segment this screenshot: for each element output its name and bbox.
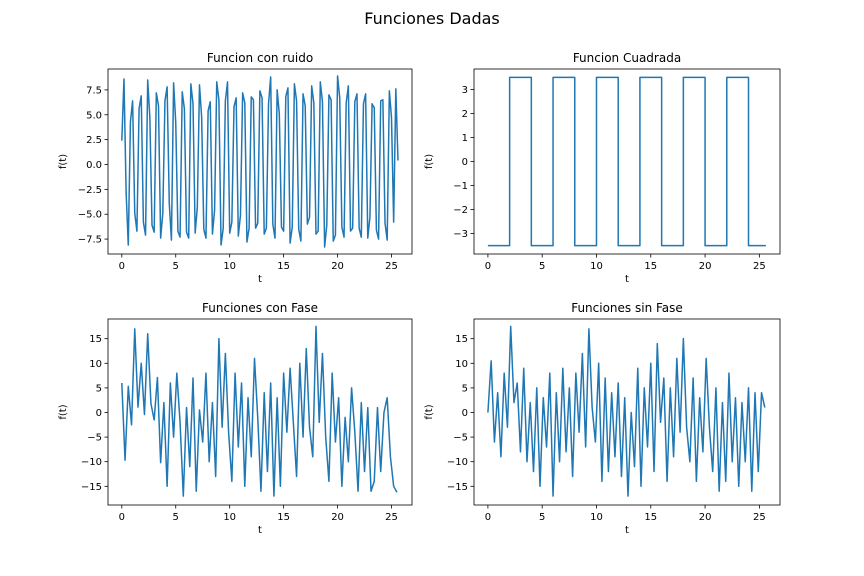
y-tick-label: −15 [81,482,102,493]
y-axis-label: f(t) [424,154,435,169]
x-tick-label: 10 [590,261,603,272]
y-tick-label: 5.0 [86,110,102,121]
subplots: 0 5 10 15 20 25−7.5−5.0−2.50.02.55.07.5Funcio… [58,51,781,536]
x-axis-label: t [258,274,262,285]
y-tick-label: −1 [453,181,468,192]
y-tick-label: −3 [453,229,468,240]
x-tick-label: 15 [644,261,657,272]
x-tick-label: 10 [590,512,603,523]
x-axis-label: t [258,525,262,536]
y-tick-label: −15 [447,482,468,493]
y-tick-label: 0 [462,408,468,419]
x-tick-label: 25 [385,261,398,272]
x-tick-label: 5 [173,512,179,523]
x-tick-label: 5 [173,261,179,272]
x-tick-label: 10 [223,512,236,523]
series-line-1 [121,75,399,248]
x-tick-label: 15 [644,512,657,523]
y-tick-label: −10 [447,457,468,468]
y-tick-label: −5 [453,433,468,444]
x-tick-label: 25 [753,512,766,523]
x-axis-label: t [625,525,629,536]
y-tick-label: −7.5 [78,235,102,246]
y-tick-label: 0 [96,408,102,419]
subplot-3: 0 5 10 15 20 25 −15 −10 −5 0 5 10 15 Funciones con Fa… [58,301,413,536]
x-tick-label: 25 [385,512,398,523]
x-tick-label: 20 [699,261,712,272]
y-axis-label: f(t) [58,154,69,169]
x-tick-label: 25 [753,261,766,272]
x-tick-label: 15 [277,261,290,272]
y-tick-label: 2 [462,109,468,120]
y-tick-label: −2.5 [78,185,102,196]
y-tick-label: 1 [462,133,468,144]
x-axis-label: t [625,274,629,285]
y-tick-label: −5.0 [78,210,102,221]
y-tick-label: 10 [89,359,102,370]
x-tick-label: 10 [223,261,236,272]
axes-frame [107,68,413,255]
subplot-1: 0 5 10 15 20 25 −7.5 −5.0 −2.5 0.0 2.5 5.0 7.5 Funcio… [58,51,413,285]
y-tick-label: 5 [96,383,102,394]
y-tick-label: 10 [455,359,468,370]
subplot-title: Funcion Cuadrada [573,51,681,65]
x-tick-label: 20 [699,512,712,523]
subplot-4: 0 5 10 15 20 25 −15 −10 −5 0 5 10 15 Funciones sin Fa… [424,301,781,536]
subplot-title: Funciones sin Fase [571,301,683,315]
subplot-title: Funcion con ruido [207,51,313,65]
series-line-1 [121,325,398,497]
x-tick-label: 0 [119,261,125,272]
figure-title: Funciones Dadas [364,9,499,28]
subplot-2: 0 5 10 15 20 25 −3 −2 −1 0 1 2 3 Funcion Cuadrada t f(t… [424,51,781,285]
y-tick-label: 7.5 [86,85,102,96]
y-tick-label: 5 [462,383,468,394]
y-tick-label: −10 [81,457,102,468]
x-tick-label: 5 [539,512,545,523]
y-tick-label: 2.5 [86,135,102,146]
x-tick-label: 0 [485,261,491,272]
y-axis-label: f(t) [58,404,69,419]
y-tick-label: −5 [87,433,102,444]
y-tick-label: 3 [462,85,468,96]
x-tick-label: 20 [331,261,344,272]
y-tick-label: 0.0 [86,160,102,171]
x-tick-label: 0 [119,512,125,523]
y-tick-label: 15 [89,334,102,345]
axes-frame [107,318,413,506]
x-tick-label: 20 [331,512,344,523]
series-line-1 [487,76,766,247]
axes-frame [473,318,781,506]
y-tick-label: 15 [455,334,468,345]
subplot-title: Funciones con Fase [202,301,318,315]
series-line-1 [487,325,766,497]
x-tick-label: 0 [485,512,491,523]
y-tick-label: −2 [453,205,468,216]
y-axis-label: f(t) [424,404,435,419]
y-tick-label: 0 [462,157,468,168]
x-tick-label: 15 [277,512,290,523]
x-tick-label: 5 [539,261,545,272]
